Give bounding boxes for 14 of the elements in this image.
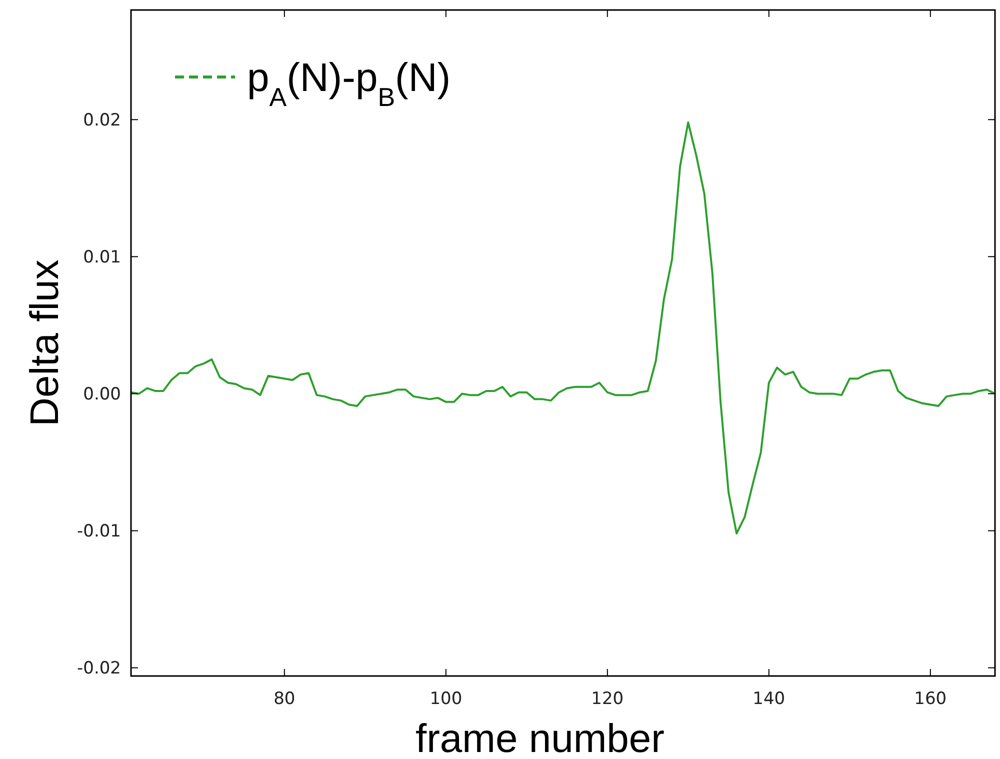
x-tick-label: 120 (591, 689, 624, 709)
x-tick-label: 160 (914, 689, 947, 709)
y-tick-label: -0.02 (77, 658, 121, 679)
line-series (131, 121, 995, 534)
y-tick-label: 0.01 (83, 248, 121, 268)
x-tick-label: 80 (274, 689, 296, 709)
y-tick-label: -0.01 (77, 522, 121, 542)
y-tick-label: 0.02 (83, 110, 121, 131)
y-axis-title: Delta flux (23, 260, 67, 426)
x-axis-title: frame number (416, 717, 664, 759)
legend-label: p$_{A}$(N)-p$_{B}$(N) (247, 56, 451, 112)
y-tick-label: 0.00 (83, 384, 121, 405)
x-tick-label: 100 (430, 689, 462, 709)
x-tick-label: 140 (752, 689, 786, 709)
